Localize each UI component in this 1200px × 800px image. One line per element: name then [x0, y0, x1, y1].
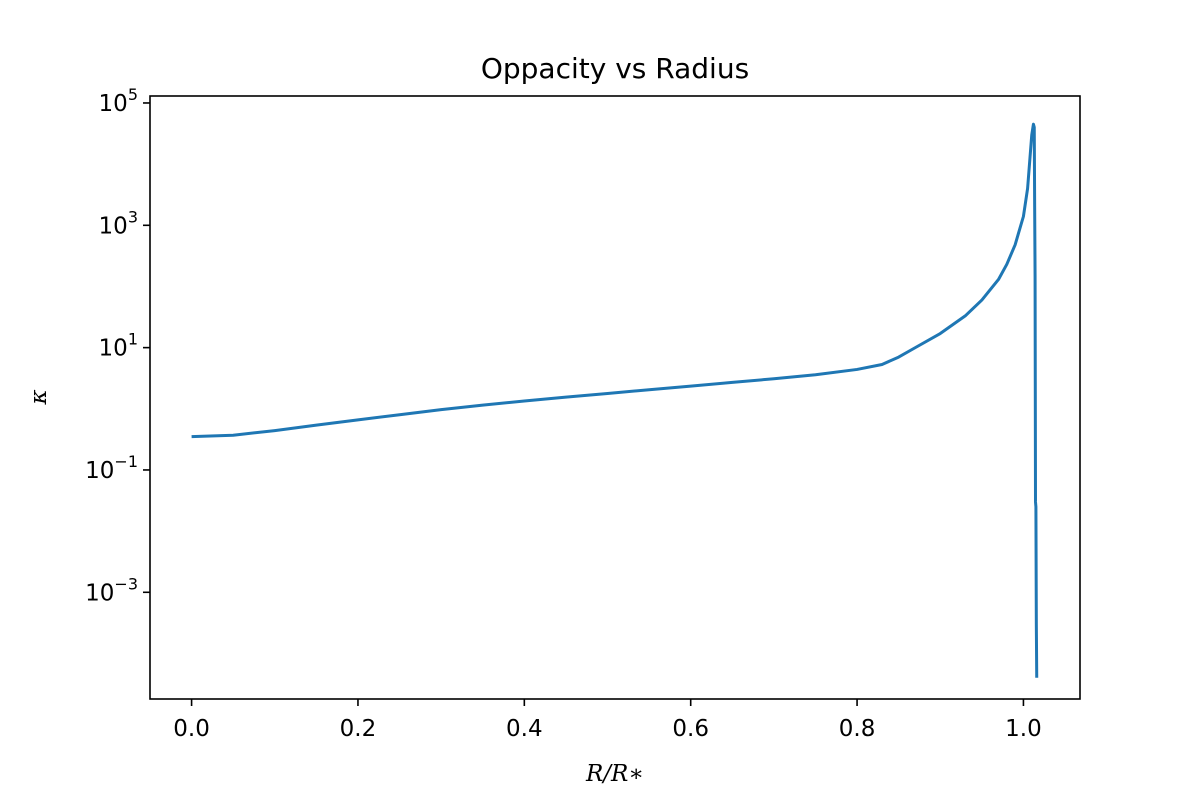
- x-tick-label: 0.0: [173, 716, 210, 742]
- axes-frame: [149, 95, 1081, 700]
- y-tick-label: 10−3: [85, 574, 138, 606]
- y-tick-label: 10−1: [85, 452, 138, 484]
- chart-title: Oppacity vs Radius: [481, 52, 749, 85]
- x-tick-label: 0.2: [340, 716, 377, 742]
- plot-area: [191, 122, 1039, 678]
- y-tick-label: 105: [99, 85, 138, 117]
- y-axis-label: κ: [26, 389, 52, 405]
- x-axis-label: R/R∗: [585, 761, 644, 787]
- y-axis-ticks: 105 103 101 10−1 10−3: [85, 85, 150, 606]
- x-tick-label: 0.6: [672, 716, 709, 742]
- x-tick-label: 0.4: [506, 716, 543, 742]
- x-axis-ticks: 0.0 0.2 0.4 0.6 0.8 1.0: [173, 699, 1042, 742]
- y-tick-label: 101: [99, 330, 138, 362]
- x-tick-label: 0.8: [839, 716, 876, 742]
- y-tick-label: 103: [99, 207, 138, 239]
- series-line-0: [191, 122, 1039, 678]
- x-tick-label: 1.0: [1005, 716, 1042, 742]
